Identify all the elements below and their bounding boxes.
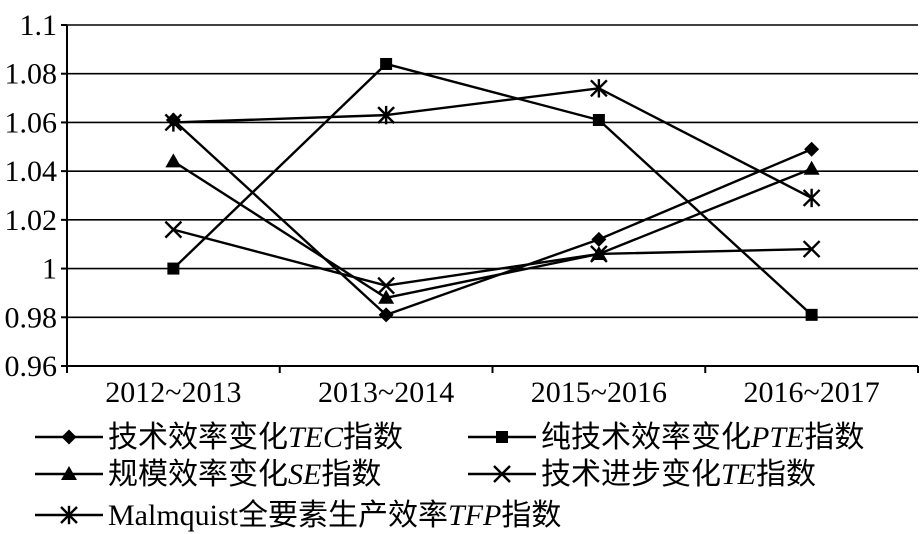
x-marker-stroke <box>802 240 821 258</box>
legend-item: 技术进步变化TE指数 <box>468 458 816 491</box>
square-marker-shape <box>592 113 605 126</box>
data-point <box>804 141 820 157</box>
square-marker-shape <box>496 431 508 443</box>
data-point <box>167 262 180 275</box>
data-point <box>805 308 818 321</box>
triangle-marker-shape <box>165 153 182 168</box>
y-tick-label: 0.96 <box>5 350 58 383</box>
y-tick-label: 1.08 <box>5 58 58 91</box>
data-point <box>164 113 183 132</box>
series-square <box>167 57 818 321</box>
legend-label-part: TE <box>721 458 756 491</box>
legend-label-part: 规模效率变化 <box>108 458 288 491</box>
legend-label: 技术进步变化TE指数 <box>541 458 816 491</box>
data-point <box>591 231 607 247</box>
square-marker-shape <box>380 57 393 70</box>
x-marker-stroke <box>590 245 608 263</box>
legend-label-part: TEC <box>288 421 344 454</box>
legend-label: Malmquist全要素生产效率TFP指数 <box>108 499 561 532</box>
x-tick-labels: 2012~2013 2013~2014 2015~2016 2016~2017 <box>105 376 879 409</box>
diamond-marker-shape <box>378 307 394 323</box>
axes <box>61 24 919 373</box>
legend-label-part: TFP <box>448 499 501 532</box>
square-marker-shape <box>805 308 818 321</box>
data-point <box>378 307 394 323</box>
legend-label: 规模效率变化SE指数 <box>108 458 381 491</box>
legend-marker <box>61 429 77 445</box>
y-tick-label: 1.06 <box>5 106 58 139</box>
data-point <box>592 113 605 126</box>
legend-item: 规模效率变化SE指数 <box>35 458 381 491</box>
data-point <box>802 240 821 258</box>
legend-item: 纯技术效率变化PTE指数 <box>468 421 864 454</box>
x-tick-label: 2015~2016 <box>531 376 667 409</box>
legend-label-part: Malmquist全要素生产效率 <box>108 499 448 532</box>
legend-label-part: SE <box>288 458 321 491</box>
series-line <box>172 160 813 299</box>
data-point <box>377 276 395 295</box>
grid-lines <box>67 24 918 319</box>
data-point <box>590 79 608 98</box>
legend-marker <box>60 505 78 525</box>
y-tick-label: 1.02 <box>5 204 58 237</box>
y-tick-labels: 0.96 0.98 1 1.02 1.04 1.06 1.08 1.1 <box>5 9 58 383</box>
y-tick-label: 1.1 <box>20 9 58 42</box>
series-x <box>164 220 821 295</box>
series-lines <box>164 57 821 323</box>
square-marker-shape <box>167 262 180 275</box>
series-diamond <box>165 112 820 323</box>
legend-label-part: 技术效率变化 <box>108 421 288 454</box>
x-marker-stroke <box>377 276 395 295</box>
legend-label-part: 指数 <box>501 499 561 532</box>
x-tick-label: 2013~2014 <box>318 376 454 409</box>
legend-label-part: 技术进步变化 <box>541 458 721 491</box>
data-point <box>802 188 821 208</box>
legend-label-part: 指数 <box>756 458 816 491</box>
data-point <box>164 220 183 239</box>
data-point <box>380 57 393 70</box>
diamond-marker-shape <box>804 141 820 157</box>
y-tick-label: 0.98 <box>5 301 58 334</box>
series-line <box>173 228 812 287</box>
x-marker-stroke <box>493 465 511 483</box>
x-tick-label: 2016~2017 <box>744 376 880 409</box>
series-triangle <box>165 153 820 304</box>
data-point <box>378 289 395 304</box>
legend-item: 技术效率变化TEC指数 <box>35 421 403 454</box>
legend-marker <box>493 465 511 483</box>
data-point <box>377 105 395 125</box>
y-tick-label: 1.04 <box>5 155 58 188</box>
legend-item: Malmquist全要素生产效率TFP指数 <box>35 499 561 532</box>
data-point <box>165 153 182 168</box>
x-marker-stroke <box>164 220 183 239</box>
triangle-marker-shape <box>61 466 77 480</box>
triangle-marker-shape <box>803 160 820 175</box>
diamond-marker-shape <box>61 429 77 445</box>
legend-label-part: 指数 <box>804 421 864 454</box>
legend-label-part: 指数 <box>343 421 403 454</box>
series-line <box>173 87 813 200</box>
legend-marker <box>496 431 508 443</box>
data-point <box>590 245 608 263</box>
legend-label-part: PTE <box>750 421 804 454</box>
data-point <box>803 160 820 175</box>
x-tick-label: 2012~2013 <box>105 376 241 409</box>
legend-marker <box>61 466 77 480</box>
y-tick-label: 1 <box>42 253 57 286</box>
series-star <box>164 79 821 208</box>
legend-label-part: 指数 <box>321 458 381 491</box>
legend-label: 技术效率变化TEC指数 <box>108 421 403 454</box>
triangle-marker-shape <box>378 289 395 304</box>
legend-label-part: 纯技术效率变化 <box>541 421 751 454</box>
legend-label: 纯技术效率变化PTE指数 <box>541 421 864 454</box>
series-line <box>172 62 813 316</box>
diamond-marker-shape <box>591 231 607 247</box>
